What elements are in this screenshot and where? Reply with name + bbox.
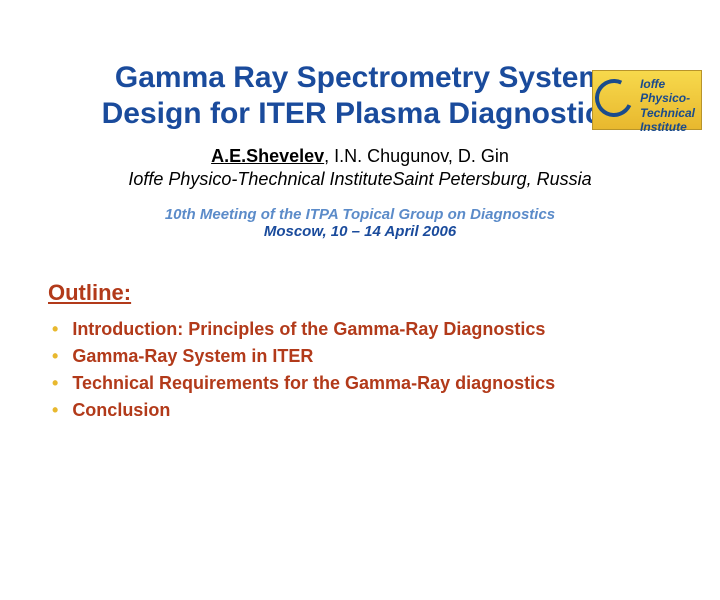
lead-author: A.E.Shevelev bbox=[211, 146, 324, 166]
authors: A.E.Shevelev, I.N. Chugunov, D. Gin bbox=[0, 146, 720, 167]
logo-line: Technical bbox=[640, 106, 695, 120]
outline-list: Introduction: Principles of the Gamma-Ra… bbox=[48, 316, 720, 424]
affiliation: Ioffe Physico-Thechnical InstituteSaint … bbox=[0, 169, 720, 190]
outline-item: Introduction: Principles of the Gamma-Ra… bbox=[52, 316, 720, 343]
meeting-info: 10th Meeting of the ITPA Topical Group o… bbox=[0, 206, 720, 240]
outline-item: Technical Requirements for the Gamma-Ray… bbox=[52, 370, 720, 397]
meeting-date: Moscow, 10 – 14 April 2006 bbox=[0, 223, 720, 240]
outline-heading: Outline: bbox=[48, 280, 720, 306]
institute-logo: Ioffe Physico- Technical Institute bbox=[592, 70, 702, 130]
outline-item: Gamma-Ray System in ITER bbox=[52, 343, 720, 370]
title-line2: Design for ITER Plasma Diagnostics bbox=[102, 97, 619, 130]
logo-ring-icon bbox=[590, 74, 639, 123]
meeting-name: 10th Meeting of the ITPA Topical Group o… bbox=[0, 206, 720, 223]
outline-section: Outline: Introduction: Principles of the… bbox=[48, 280, 720, 424]
logo-line: Ioffe bbox=[640, 77, 695, 91]
title-line1: Gamma Ray Spectrometry System bbox=[115, 61, 605, 94]
outline-item: Conclusion bbox=[52, 397, 720, 424]
logo-text: Ioffe Physico- Technical Institute bbox=[640, 77, 695, 135]
coauthors: , I.N. Chugunov, D. Gin bbox=[324, 146, 509, 166]
logo-line: Physico- bbox=[640, 91, 695, 105]
logo-line: Institute bbox=[640, 120, 695, 134]
